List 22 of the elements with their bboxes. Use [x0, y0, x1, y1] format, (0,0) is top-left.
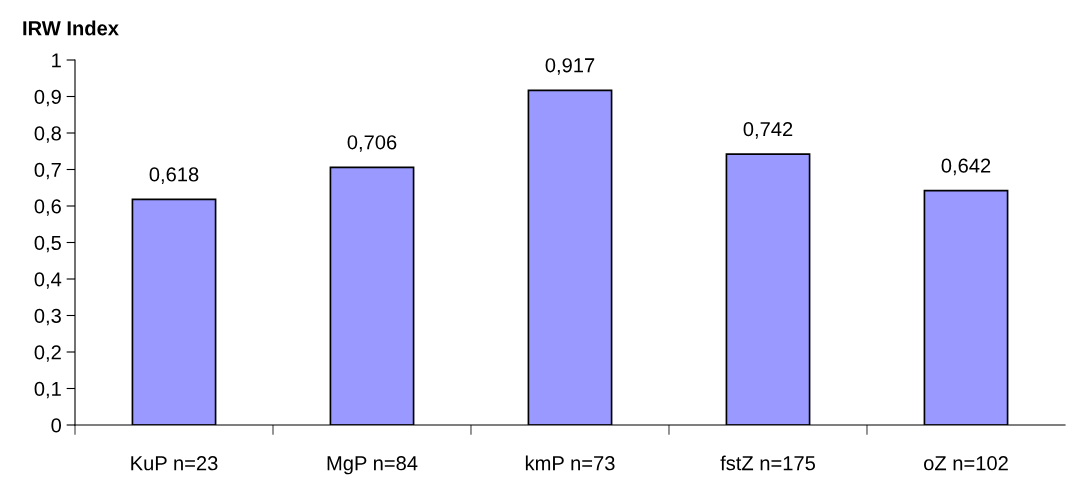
data-label: 0,742: [743, 122, 793, 139]
y-tick-label: 0,4: [34, 272, 62, 289]
x-tick-label: MgP n=84: [327, 456, 418, 475]
y-tick-label: 0,8: [34, 126, 61, 143]
y-tick-label: 0,6: [34, 199, 61, 216]
data-label: 0,917: [545, 58, 595, 75]
data-label: 0,618: [149, 167, 199, 184]
x-tick-label: kmP n=73: [525, 455, 615, 471]
y-tick-label: 0,5: [34, 235, 61, 253]
x-tick-label: fstZ n=175: [720, 455, 816, 471]
x-tick-label: oZ n=102: [924, 456, 1008, 471]
y-tick-label: 0,2: [34, 345, 61, 362]
y-tick-label: 1: [52, 53, 61, 68]
y-tick-label: 0,7: [34, 162, 61, 180]
data-label: 0,642: [941, 158, 991, 176]
y-tick-label: 0,3: [34, 308, 61, 326]
y-axis-title: IRW Index: [23, 20, 119, 36]
y-tick-label: 0,9: [34, 89, 61, 107]
y-tick-label: 0: [51, 418, 62, 433]
x-tick-label: KuP n=23: [131, 456, 218, 471]
y-tick-label: 0,1: [34, 381, 61, 399]
data-label: 0,706: [347, 135, 397, 152]
